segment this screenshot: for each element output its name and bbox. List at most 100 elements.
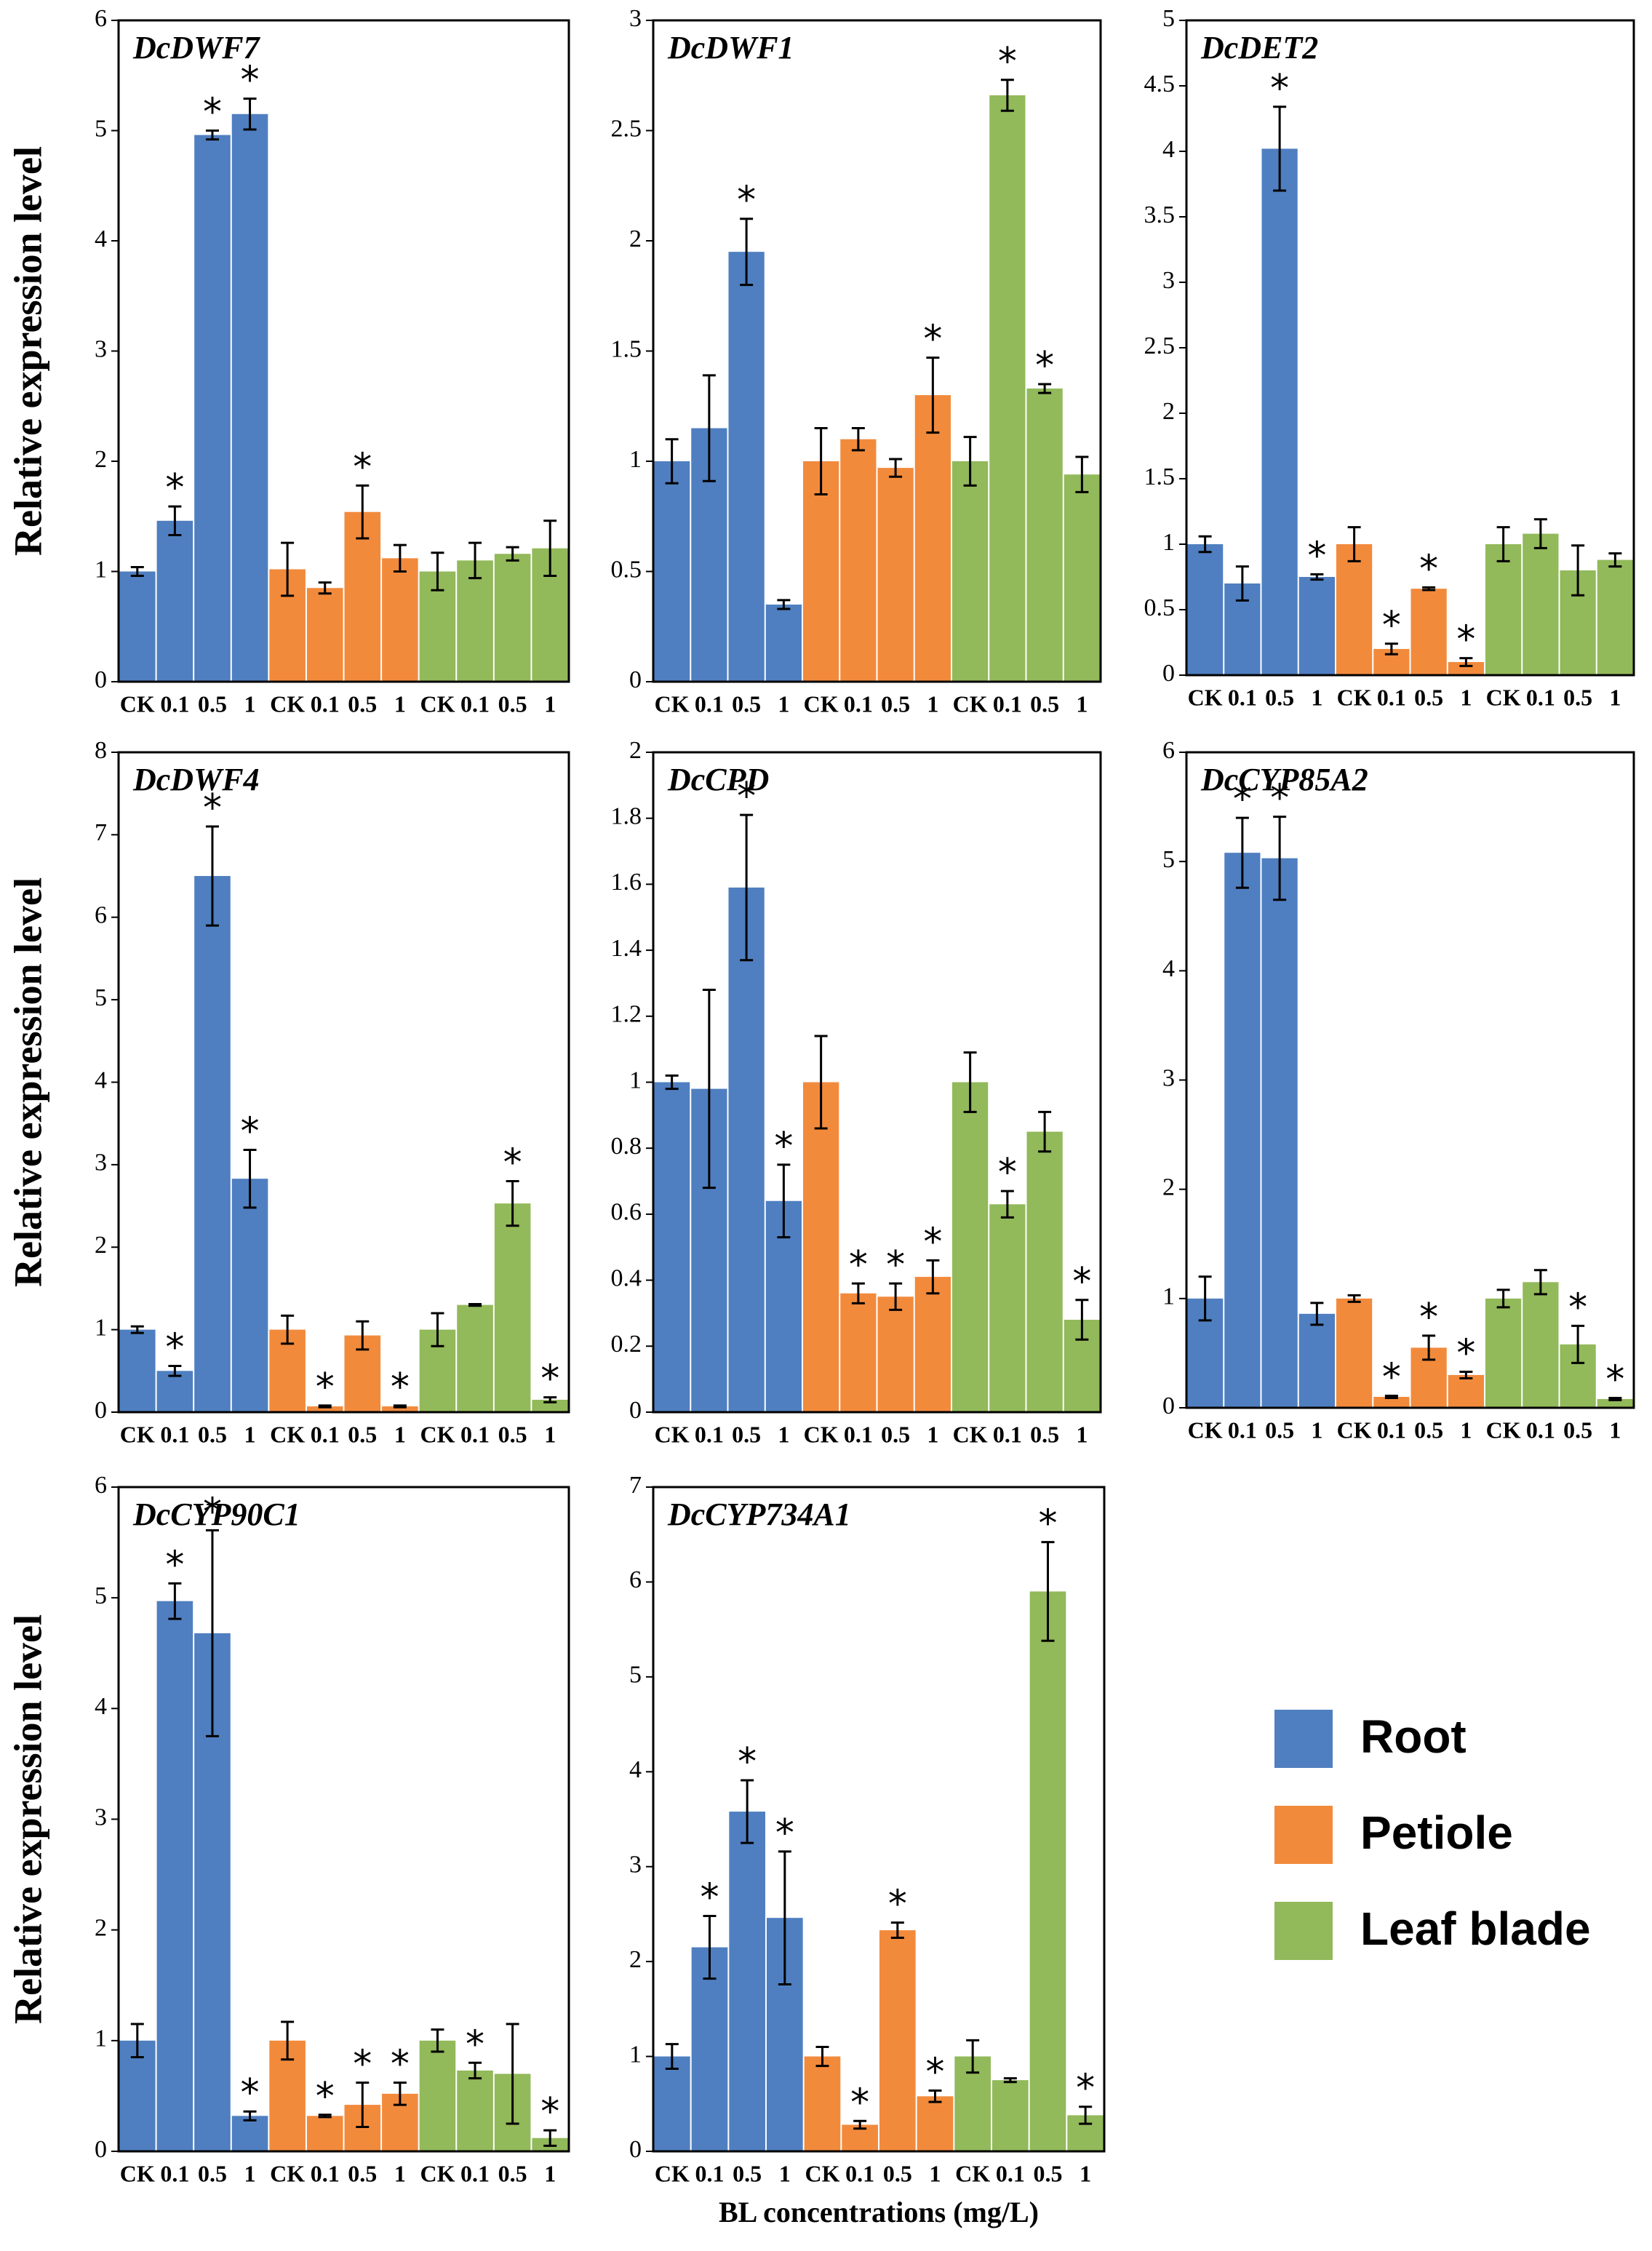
bar	[914, 395, 951, 682]
bar	[877, 1296, 914, 1412]
x-tick-label: CK	[120, 2160, 155, 2186]
significance-mark: *	[1382, 604, 1401, 648]
x-tick-label: 1	[244, 690, 256, 717]
significance-mark: *	[1270, 777, 1289, 821]
error-bar	[130, 565, 144, 578]
bar	[1410, 589, 1447, 675]
bar	[654, 2056, 690, 2151]
x-tick-label: 0.5	[198, 1421, 227, 1447]
bar	[728, 887, 765, 1412]
y-tick-label: 3	[1162, 1064, 1175, 1091]
bar	[1336, 544, 1373, 675]
error-bar	[741, 1779, 754, 1844]
bar	[1523, 1282, 1559, 1408]
chart-title: DcDWF7	[132, 30, 261, 65]
x-tick-label: 1	[1080, 2160, 1091, 2186]
error-bar	[928, 2089, 942, 2103]
significance-mark: *	[503, 1142, 522, 1185]
plot-frame	[117, 751, 570, 1414]
error-bar	[702, 989, 716, 1190]
bar	[1029, 1591, 1066, 2151]
bar	[1597, 559, 1633, 675]
y-tick-label: 1	[1162, 1283, 1175, 1310]
y-tick-label: 0.4	[611, 1264, 642, 1291]
bar	[1523, 533, 1559, 675]
error-bar	[506, 546, 519, 562]
error-bar	[1198, 1275, 1212, 1322]
bar	[156, 1601, 193, 2151]
significance-mark: *	[353, 445, 372, 489]
y-tick-label: 2	[629, 226, 642, 252]
bar	[765, 604, 802, 682]
error-bar	[851, 1282, 865, 1304]
y-tick-label: 8	[95, 737, 107, 764]
error-bar	[1347, 1294, 1361, 1303]
y-tick-label: 5	[95, 984, 107, 1011]
significance-mark: *	[850, 2081, 869, 2124]
significance-mark: *	[849, 1243, 868, 1287]
x-tick-label: 0.1	[996, 2160, 1025, 2186]
bar	[804, 2056, 841, 2151]
x-tick-label: CK	[420, 1421, 455, 1447]
legend-swatch	[1274, 1902, 1333, 1960]
error-bar	[1422, 1334, 1436, 1361]
y-tick-label: 1	[629, 446, 642, 473]
x-tick-label: 0.5	[498, 690, 527, 717]
significance-mark: *	[391, 1366, 410, 1409]
bar	[989, 95, 1026, 682]
x-tick-label: 1	[1076, 690, 1088, 717]
x-tick-label: 1	[927, 690, 938, 717]
error-bar	[1347, 526, 1361, 562]
error-bar	[468, 2061, 482, 2080]
bar	[1026, 389, 1063, 682]
y-tick-label: 3	[629, 5, 642, 32]
error-bar	[543, 1396, 557, 1403]
bar	[382, 558, 418, 682]
significance-mark: *	[923, 1220, 942, 1264]
x-tick-label: 1	[1311, 1417, 1322, 1443]
y-tick-label: 5	[95, 1582, 107, 1609]
error-bar	[281, 541, 295, 597]
y-tick-label: 1	[1162, 529, 1175, 556]
x-tick-label: CK	[1337, 1417, 1372, 1443]
y-tick-label: 3	[95, 335, 107, 362]
significance-mark: *	[1419, 547, 1438, 591]
x-tick-label: 0.5	[1414, 1417, 1443, 1443]
y-tick-label: 6	[95, 1472, 107, 1499]
bar	[1485, 1298, 1522, 1408]
error-bar	[243, 1148, 257, 1209]
significance-mark: *	[316, 2075, 335, 2119]
x-tick-label: 1	[1311, 684, 1322, 710]
x-tick-label: 1	[394, 1421, 406, 1447]
x-tick-label: 0.1	[1228, 1417, 1257, 1443]
significance-mark: *	[165, 1326, 184, 1370]
x-tick-label: CK	[1188, 1417, 1223, 1443]
error-bar	[814, 427, 828, 495]
x-tick-label: 0.5	[1265, 1417, 1294, 1443]
y-tick-label: 4	[1162, 955, 1175, 982]
x-tick-label: 0.1	[993, 690, 1022, 717]
x-tick-label: CK	[804, 690, 839, 717]
y-tick-label: 0	[629, 1397, 642, 1424]
significance-mark: *	[203, 786, 222, 830]
x-tick-label: CK	[270, 1421, 305, 1447]
error-bar	[1422, 586, 1436, 591]
y-tick-label: 4	[1162, 136, 1175, 163]
y-axis-label: Relative expression level	[6, 1614, 49, 2024]
y-tick-label: 0	[95, 2136, 107, 2163]
bar	[344, 511, 381, 682]
error-bar	[1571, 1324, 1585, 1364]
y-axis-label: Relative expression level	[6, 877, 49, 1287]
bar	[1597, 1398, 1633, 1408]
error-bar	[1235, 565, 1249, 602]
error-bar	[1041, 1541, 1055, 1642]
significance-mark: *	[738, 1740, 757, 1784]
error-bar	[281, 2020, 295, 2061]
significance-mark: *	[774, 1125, 793, 1168]
x-tick-label: 1	[244, 2160, 256, 2186]
bar	[494, 554, 531, 682]
